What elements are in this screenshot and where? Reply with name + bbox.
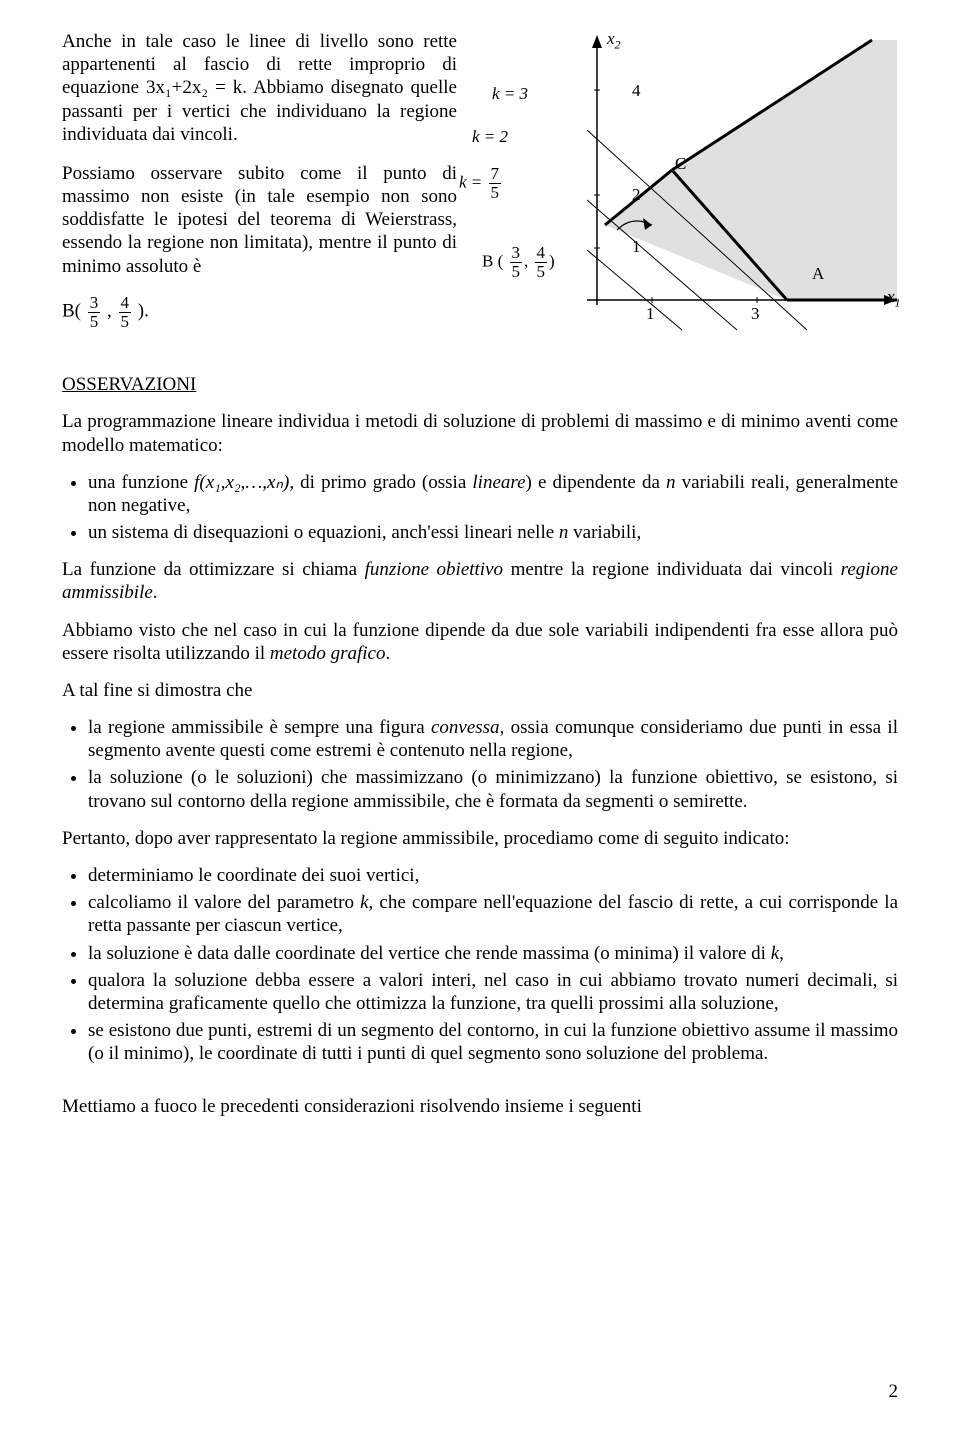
label-x2: x2 [607, 30, 621, 51]
point-B-line: B( 3 5 , 4 5 ). [62, 294, 457, 331]
oss-intro: La programmazione lineare individua i me… [62, 410, 898, 456]
dimostra-item-1: la regione ammissibile è sempre una figu… [88, 716, 898, 762]
proc-item-4: qualora la soluzione debba essere a valo… [88, 969, 898, 1015]
model-item-1: una funzione f(x₁,x₂,…,xₙ), di primo gra… [88, 471, 898, 517]
procedura-list: determiniamo le coordinate dei suoi vert… [62, 864, 898, 1065]
para-2: Possiamo osservare subito come il punto … [62, 162, 457, 278]
label-k3: k = 3 [492, 85, 528, 103]
label-k75: k = 7 5 [459, 165, 503, 202]
frac-3-5: 3 5 [86, 294, 103, 331]
chart-svg [457, 30, 897, 340]
para-funzione-obiettivo: La funzione da ottimizzare si chiama fun… [62, 558, 898, 604]
label-x1: x1 [887, 288, 901, 309]
closing: Mettiamo a fuoco le precedenti considera… [62, 1095, 898, 1118]
dimostra-item-2: la soluzione (o le soluzioni) che massim… [88, 766, 898, 812]
figure-container: x2 4 2 1 1 3 C A x1 k = 3 k = 2 k = 7 5 … [457, 30, 898, 345]
model-list: una funzione f(x₁,x₂,…,xₙ), di primo gra… [62, 471, 898, 545]
label-A: A [812, 265, 824, 283]
label-C: C [675, 155, 686, 173]
y-axis-arrow [592, 35, 602, 48]
b-prefix: B( [62, 300, 81, 321]
label-x1tick: 1 [646, 305, 655, 323]
para-dimostra: A tal fine si dimostra che [62, 679, 898, 702]
para-procediamo: Pertanto, dopo aver rappresentato la reg… [62, 827, 898, 850]
model-item-2: un sistema di disequazioni o equazioni, … [88, 521, 898, 544]
b-comma: , [107, 300, 112, 321]
frac-num: 3 [88, 294, 101, 313]
proc-item-5: se esistono due punti, estremi di un seg… [88, 1019, 898, 1065]
label-x3tick: 3 [751, 305, 760, 323]
b-suffix: ). [138, 300, 149, 321]
para-1: Anche in tale caso le linee di livello s… [62, 30, 457, 146]
proc-item-3: la soluzione è data dalle coordinate del… [88, 942, 898, 965]
label-y4: 4 [632, 82, 641, 100]
frac-num: 4 [119, 294, 132, 313]
frac-4-5: 4 5 [117, 294, 134, 331]
top-row: Anche in tale caso le linee di livello s… [62, 30, 898, 346]
proc-item-2: calcoliamo il valore del parametro k, ch… [88, 891, 898, 937]
label-y2: 2 [632, 186, 641, 204]
proc-item-1: determiniamo le coordinate dei suoi vert… [88, 864, 898, 887]
label-Bpoint: B ( 3 5 , 4 5 ) [482, 244, 555, 281]
para-metodo-grafico: Abbiamo visto che nel caso in cui la fun… [62, 619, 898, 665]
label-k2: k = 2 [472, 128, 508, 146]
frac-den: 5 [119, 313, 132, 331]
level-k75 [587, 250, 682, 330]
dimostra-list: la regione ammissibile è sempre una figu… [62, 716, 898, 813]
heading-osservazioni: OSSERVAZIONI [62, 374, 898, 396]
frac-den: 5 [88, 313, 101, 331]
page: Anche in tale caso le linee di livello s… [0, 0, 960, 1433]
page-number: 2 [889, 1381, 899, 1403]
left-text-column: Anche in tale caso le linee di livello s… [62, 30, 457, 346]
label-y1: 1 [632, 238, 641, 256]
